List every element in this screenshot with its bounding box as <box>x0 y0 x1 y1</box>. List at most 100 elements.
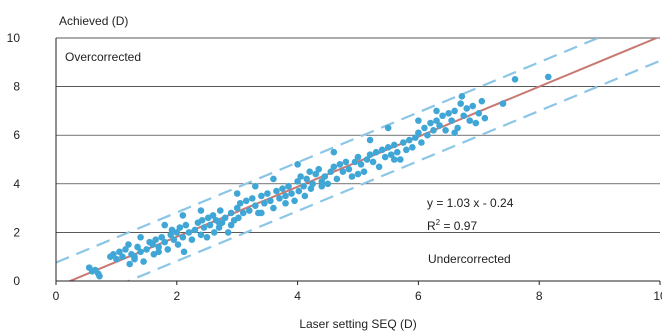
data-point-26 <box>164 246 172 253</box>
data-point-45 <box>206 221 214 229</box>
data-point-166 <box>155 248 162 256</box>
data-point-126 <box>433 117 440 124</box>
data-point-58 <box>236 199 244 207</box>
r-squared-value: R2 = 0.97 <box>427 218 477 233</box>
data-point-17 <box>140 258 147 265</box>
data-point-115 <box>400 139 407 146</box>
data-point-56 <box>233 204 241 212</box>
data-point-105 <box>369 158 377 166</box>
data-point-76 <box>291 197 298 205</box>
data-point-130 <box>445 110 452 117</box>
data-point-103 <box>363 156 371 163</box>
data-point-9 <box>119 253 126 260</box>
data-point-138 <box>466 117 474 124</box>
data-point-96 <box>342 158 350 166</box>
data-point-97 <box>345 165 353 173</box>
undercorrected-label: Undercorrected <box>428 252 511 266</box>
data-point-37 <box>188 236 196 243</box>
data-point-62 <box>249 195 256 202</box>
data-point-33 <box>179 233 187 241</box>
data-point-77 <box>294 178 301 185</box>
data-point-63 <box>252 202 259 209</box>
data-point-158 <box>415 117 422 124</box>
data-point-8 <box>116 248 123 256</box>
data-point-123 <box>424 131 431 139</box>
data-point-35 <box>182 221 190 229</box>
data-point-109 <box>381 153 389 161</box>
data-point-119 <box>412 134 419 141</box>
data-point-102 <box>360 168 368 175</box>
data-point-150 <box>179 212 187 219</box>
x-tick-label-6: 6 <box>415 289 422 303</box>
data-point-139 <box>469 102 477 110</box>
data-point-43 <box>203 233 211 241</box>
regression-equation: y = 1.03 x - 0.24 <box>427 196 514 210</box>
data-point-25 <box>161 238 169 246</box>
data-point-152 <box>294 161 301 168</box>
overcorrected-label: Overcorrected <box>65 50 141 64</box>
data-point-124 <box>427 119 434 127</box>
data-point-165 <box>131 255 138 263</box>
data-point-91 <box>327 168 335 175</box>
data-point-32 <box>176 224 184 231</box>
data-point-59 <box>239 209 247 217</box>
data-point-151 <box>197 207 205 214</box>
data-point-154 <box>366 136 374 144</box>
y-tick-label-6: 6 <box>13 128 20 142</box>
data-point-49 <box>215 224 223 231</box>
data-point-114 <box>396 156 404 163</box>
data-point-65 <box>258 192 265 200</box>
x-axis-label: Laser setting SEQ (D) <box>299 317 416 331</box>
x-tick-label-0: 0 <box>53 289 60 303</box>
y-tick-label-8: 8 <box>13 80 20 94</box>
tick-labels: 0 2 4 6 8 10 0 2 4 6 8 10 <box>7 31 662 303</box>
data-point-120 <box>415 129 422 137</box>
data-point-74 <box>285 182 292 190</box>
data-point-141 <box>475 110 483 117</box>
data-point-69 <box>270 204 277 212</box>
data-point-82 <box>303 175 310 183</box>
data-point-116 <box>403 146 410 154</box>
data-point-31 <box>174 241 182 248</box>
y-tick-label-2: 2 <box>13 225 20 239</box>
data-point-70 <box>273 187 280 195</box>
data-point-169 <box>451 129 458 137</box>
data-point-107 <box>375 163 383 171</box>
data-point-135 <box>458 93 466 100</box>
data-point-118 <box>409 144 416 151</box>
data-point-20 <box>149 241 156 248</box>
data-point-42 <box>200 224 208 231</box>
data-point-146 <box>544 73 552 81</box>
r-squared-tail: = 0.97 <box>440 219 477 233</box>
data-point-52 <box>221 214 229 222</box>
data-point-54 <box>227 209 235 217</box>
data-point-159 <box>433 107 440 115</box>
data-point-142 <box>478 97 486 105</box>
data-point-112 <box>390 141 398 149</box>
data-point-22 <box>152 236 159 243</box>
data-point-30 <box>173 229 181 236</box>
x-tick-label-8: 8 <box>536 289 543 303</box>
data-point-111 <box>387 151 395 158</box>
data-point-153 <box>330 148 338 156</box>
data-point-71 <box>276 195 283 202</box>
upper-band-line <box>56 38 601 264</box>
data-point-104 <box>366 151 374 158</box>
data-point-128 <box>439 112 446 120</box>
data-point-145 <box>511 76 519 83</box>
r-squared-base: R <box>427 219 436 233</box>
data-point-88 <box>318 178 326 185</box>
data-point-164 <box>390 156 398 163</box>
data-point-167 <box>227 221 235 229</box>
data-point-89 <box>321 173 329 180</box>
data-point-156 <box>161 221 169 229</box>
data-point-99 <box>351 158 359 166</box>
data-point-75 <box>288 190 295 197</box>
data-point-85 <box>309 180 317 188</box>
data-point-40 <box>197 231 205 239</box>
data-point-155 <box>137 233 144 241</box>
axes <box>55 38 661 285</box>
data-point-24 <box>158 233 165 241</box>
data-point-90 <box>324 180 332 188</box>
data-point-60 <box>242 197 250 205</box>
